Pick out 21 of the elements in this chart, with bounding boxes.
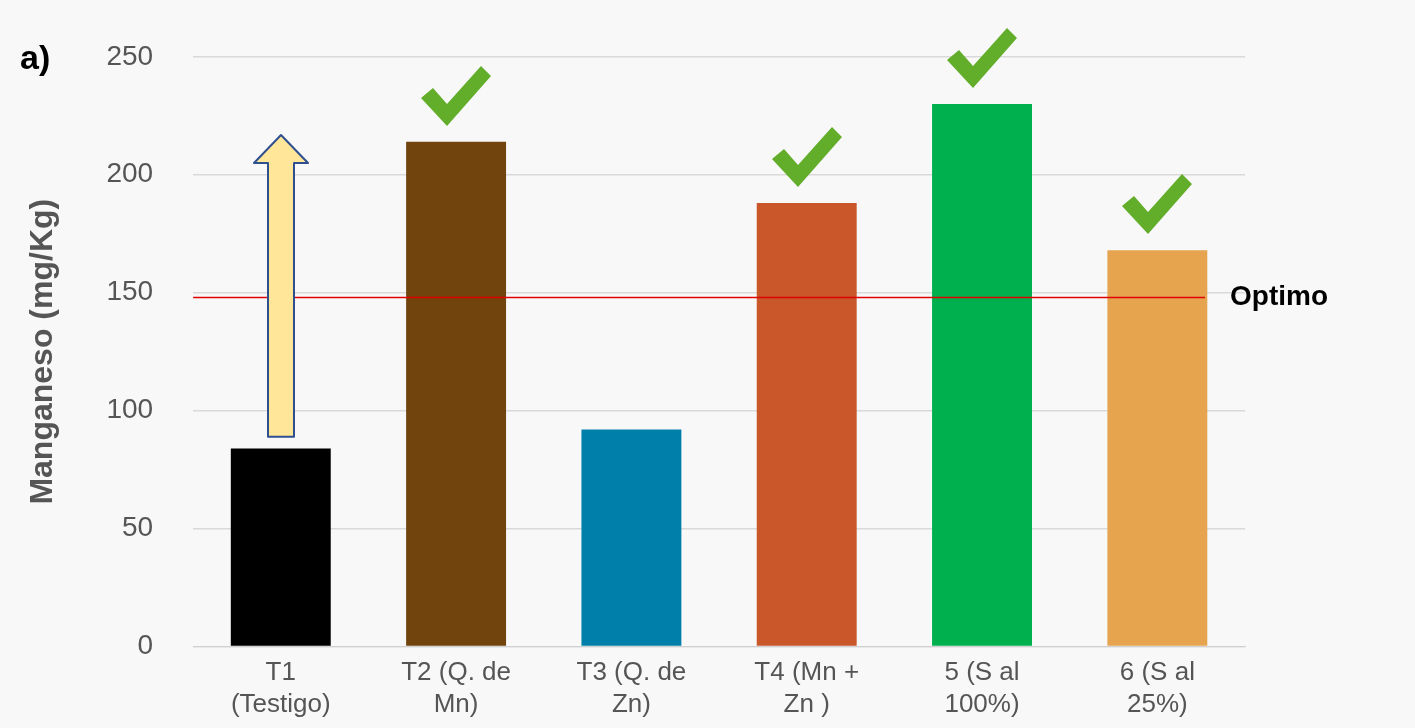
bar (406, 141, 507, 646)
ref-line-label: Optimo (1230, 280, 1328, 312)
y-tick-label: 150 (106, 275, 154, 307)
x-tick-label: T4 (Mn + Zn ) (754, 656, 860, 718)
y-tick-label: 50 (121, 511, 154, 543)
bar (756, 203, 857, 646)
bar (230, 448, 331, 646)
x-tick-label: T2 (Q. de Mn) (401, 656, 511, 718)
y-tick-label: 0 (137, 629, 154, 661)
text: a) (20, 38, 51, 77)
x-tick-label: 6 (S al 25%) (1119, 656, 1195, 718)
bar (932, 103, 1032, 646)
x-tick-label: T1 (Testigo) (230, 656, 331, 718)
y-tick-label: 100 (106, 393, 154, 425)
bar (1107, 250, 1208, 646)
y-tick-label: 250 (106, 39, 154, 71)
y-axis-title: Manganeso (mg/Kg) (23, 198, 60, 505)
bar (581, 429, 682, 646)
x-tick-label: 5 (S al 100%) (944, 656, 1020, 718)
y-tick-label: 200 (106, 157, 154, 189)
x-tick-label: T3 (Q. de Zn) (576, 656, 687, 718)
